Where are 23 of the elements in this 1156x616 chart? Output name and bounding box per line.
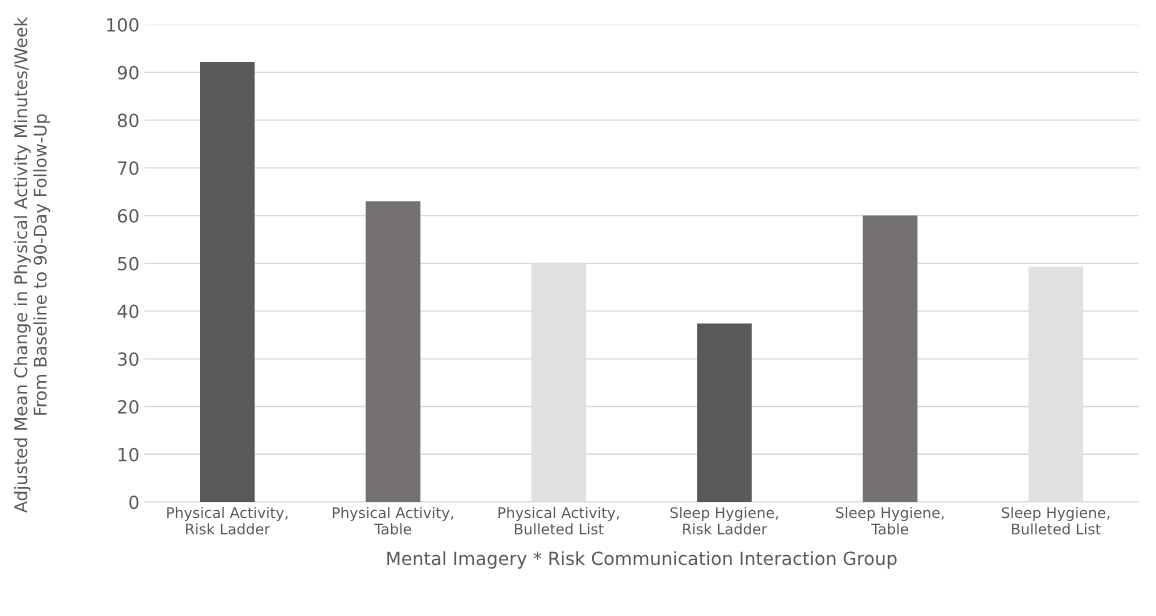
y-tick-label: 50 <box>118 256 139 271</box>
y-tick-label: 100 <box>107 18 139 32</box>
x-tick-label: Sleep Hygiene, Bulleted List <box>1001 506 1110 535</box>
x-tick-label: Physical Activity, Bulleted List <box>498 506 619 535</box>
bar <box>862 215 918 503</box>
bar <box>365 201 421 503</box>
y-tick-label: 10 <box>118 447 139 462</box>
y-tick-label: 30 <box>118 352 139 366</box>
x-tick-label: Physical Activity, Risk Ladder <box>167 506 288 535</box>
x-tick-label: Physical Activity, Table <box>332 506 454 535</box>
y-tick-label: 20 <box>117 400 139 414</box>
bar <box>200 61 255 503</box>
y-tick-label: 40 <box>117 304 139 319</box>
y-tick-label: 0 <box>129 495 139 510</box>
y-tick-label: 80 <box>117 113 139 128</box>
x-tick-label: Sleep Hygiene, Risk Ladder <box>670 506 778 535</box>
x-axis-title: Mental Imagery * Risk Communication Interaction Group <box>387 551 897 569</box>
y-tick-label: 60 <box>117 209 139 223</box>
y-axis-title: Adjusted Mean Change in Physical Activity Minutes/Week From Baseline to 90-Day Follow-Up <box>13 16 51 513</box>
bar <box>697 323 752 503</box>
y-tick-label: 90 <box>117 65 139 80</box>
x-tick-label: Sleep Hygiene, Table <box>836 506 944 535</box>
y-tick-label: 70 <box>118 161 139 175</box>
